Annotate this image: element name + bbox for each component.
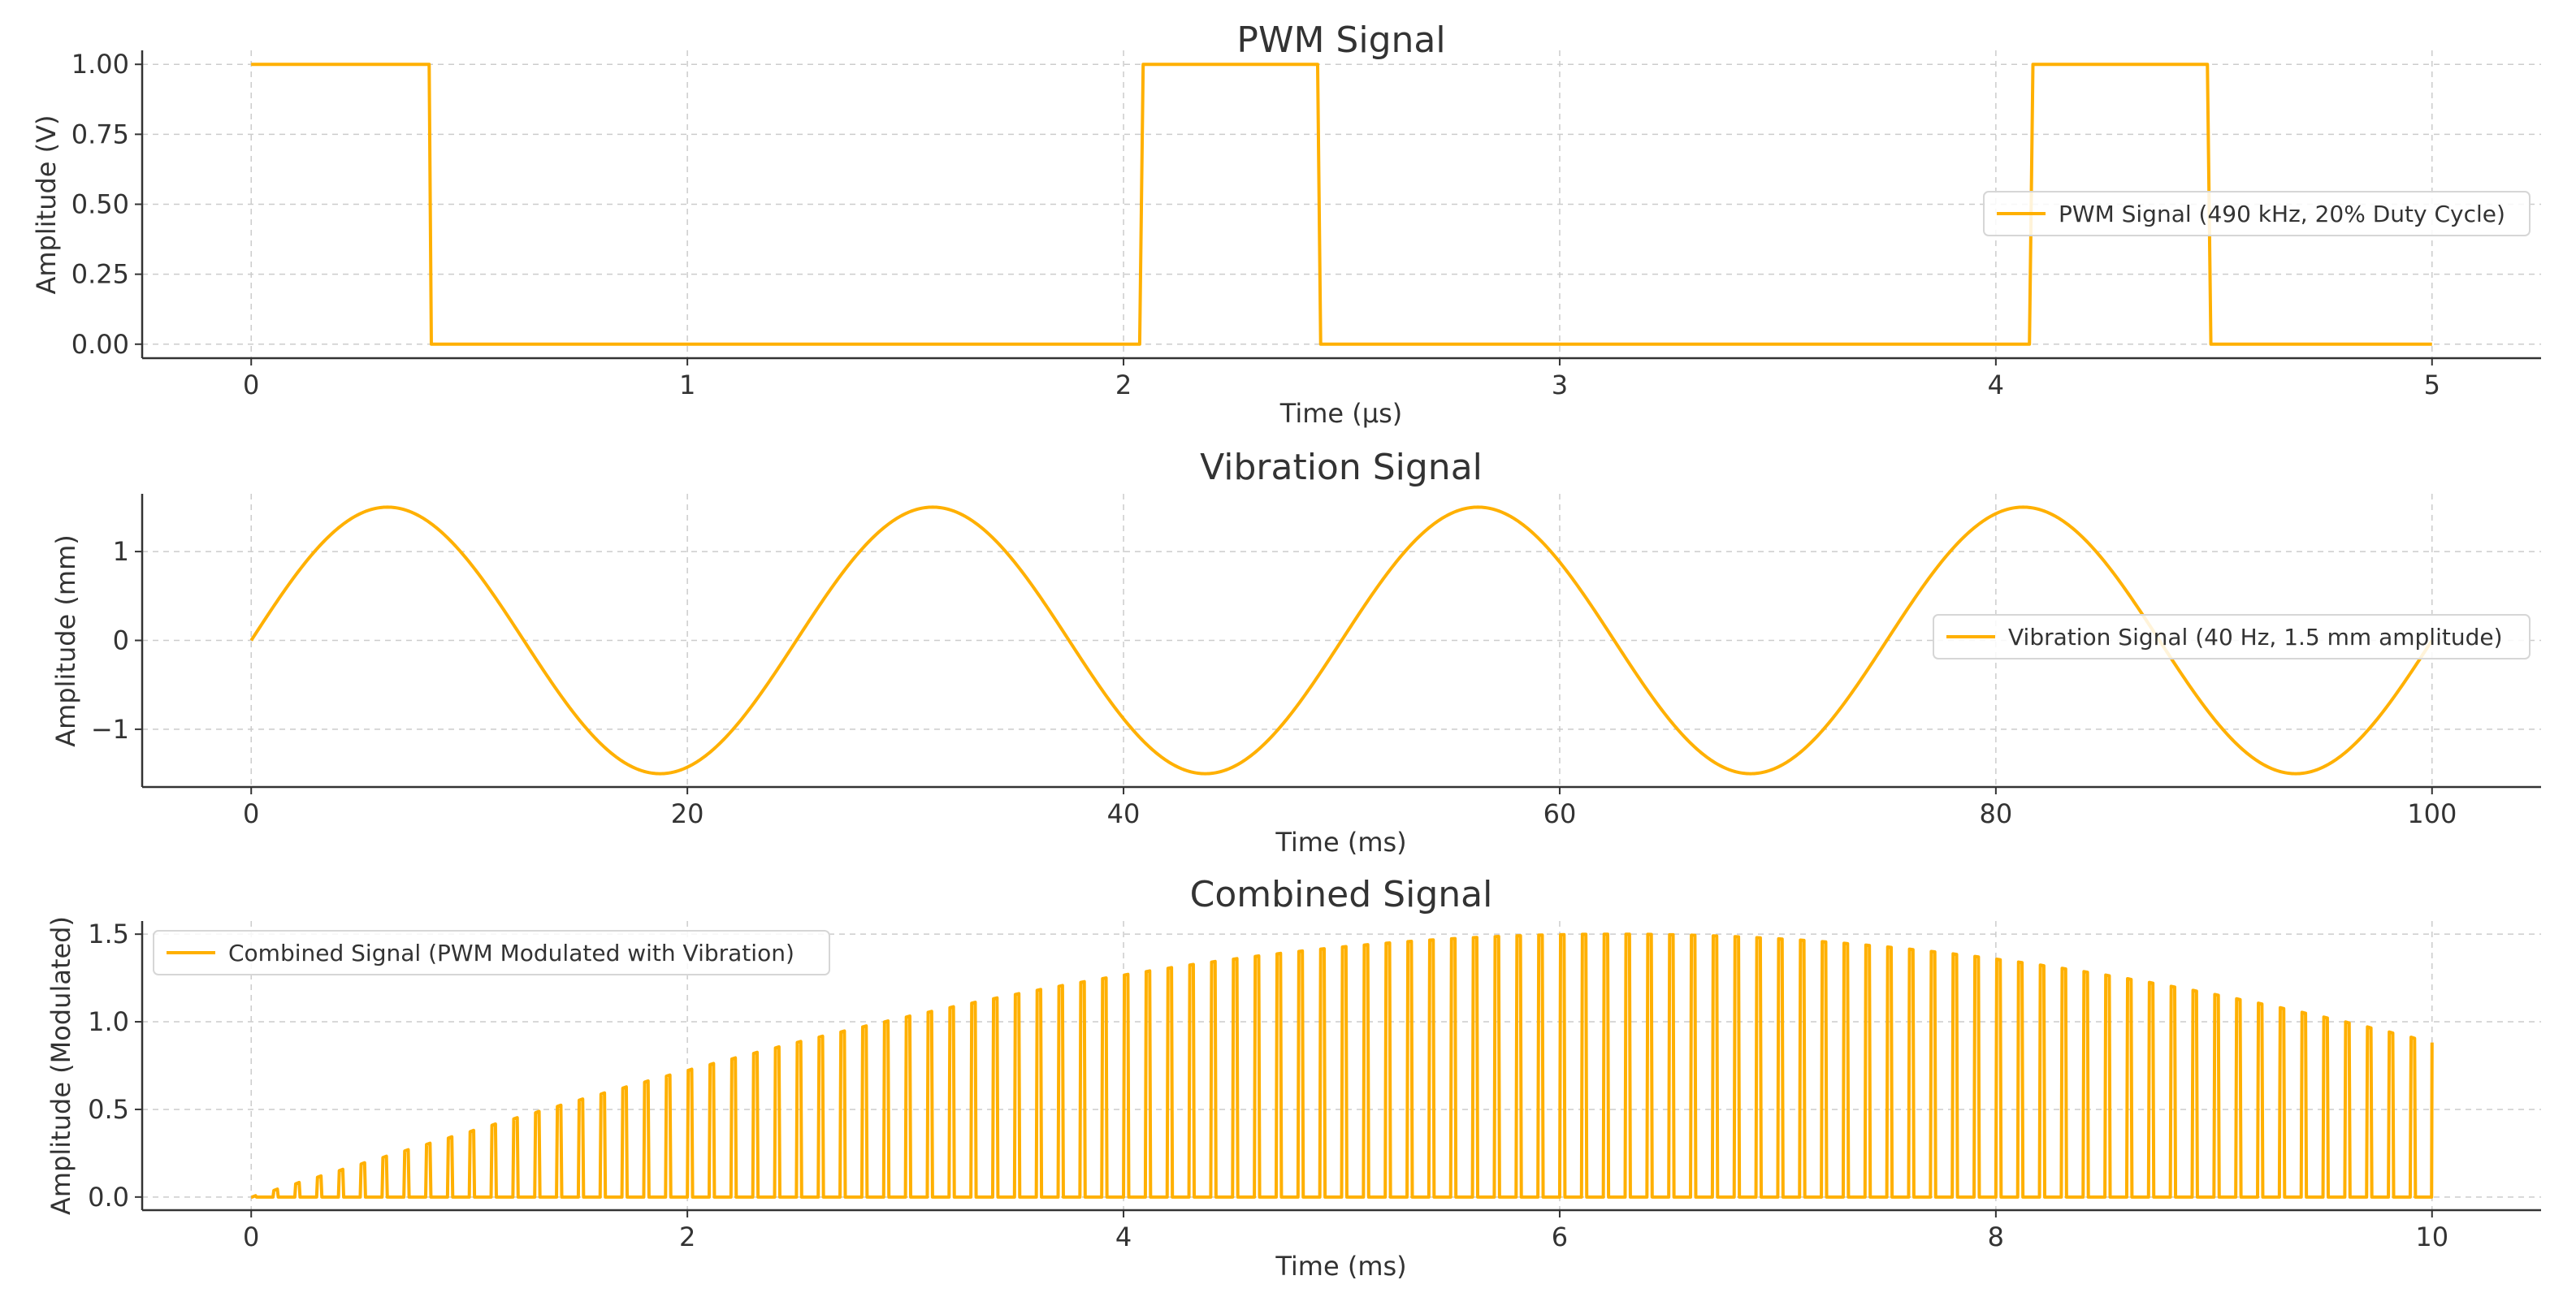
series-line-pwm xyxy=(251,63,2432,346)
y-tick-label: −1 xyxy=(91,714,129,745)
y-tick-label: 0.50 xyxy=(71,189,129,220)
x-tick-label: 5 xyxy=(2424,370,2440,400)
legend-frame xyxy=(1933,614,2531,659)
legend-frame xyxy=(1983,191,2531,236)
y-axis-label: Amplitude (mm) xyxy=(50,534,81,746)
legend: Combined Signal (PWM Modulated with Vibr… xyxy=(153,930,830,975)
subplot-vibration: 0 20 40 60 80 100 −1 0 1 Vibration Signal Time (ms… xyxy=(50,447,2541,858)
y-tick-label: 0.75 xyxy=(71,119,129,149)
legend-label: PWM Signal (490 kHz, 20% Duty Cycle) xyxy=(2059,201,2505,227)
y-tick-label: 1 xyxy=(113,536,129,567)
chart-title: PWM Signal xyxy=(1236,19,1445,61)
x-tick-label: 0 xyxy=(243,798,259,829)
x-tick-label: 8 xyxy=(1988,1222,2004,1252)
x-tick-label: 4 xyxy=(1988,370,2004,400)
x-axis-label: Time (µs) xyxy=(1279,398,1402,429)
y-tick-label: 0.25 xyxy=(71,259,129,290)
chart-title: Combined Signal xyxy=(1190,874,1493,915)
x-tick-label: 2 xyxy=(679,1222,695,1252)
x-tick-label: 1 xyxy=(679,370,695,400)
x-tick-label: 10 xyxy=(2415,1222,2448,1252)
y-tick-label: 1.00 xyxy=(71,49,129,80)
y-tick-label: 1.5 xyxy=(88,919,129,949)
y-tick-label: 0.00 xyxy=(71,329,129,360)
series-line-combined xyxy=(250,932,2434,1199)
x-axis-label: Time (ms) xyxy=(1275,1251,1406,1282)
x-tick-label: 2 xyxy=(1115,370,1132,400)
x-tick-label: 4 xyxy=(1115,1222,1132,1252)
x-tick-label: 6 xyxy=(1552,1222,1568,1252)
chart-title: Vibration Signal xyxy=(1200,447,1483,488)
subplot-pwm: 0 1 2 3 4 5 0.00 0.25 0.50 0.75 1.00 PWM Signal Time… xyxy=(31,19,2541,429)
x-tick-label: 80 xyxy=(1980,798,2013,829)
legend-frame xyxy=(153,930,830,975)
x-tick-label: 60 xyxy=(1543,798,1577,829)
x-tick-label: 100 xyxy=(2407,798,2457,829)
y-tick-label: 0 xyxy=(113,625,129,656)
x-tick-label: 40 xyxy=(1107,798,1141,829)
x-tick-label: 0 xyxy=(243,1222,259,1252)
x-axis-label: Time (ms) xyxy=(1275,827,1406,858)
y-tick-label: 0.0 xyxy=(88,1182,129,1213)
y-axis-label: Amplitude (V) xyxy=(31,115,62,294)
x-tick-label: 0 xyxy=(243,370,259,400)
series-line-vibration xyxy=(249,505,2434,776)
x-tick-label: 3 xyxy=(1552,370,1568,400)
legend-label: Vibration Signal (40 Hz, 1.5 mm amplitud… xyxy=(2008,624,2503,651)
x-tick-label: 20 xyxy=(671,798,704,829)
y-tick-label: 0.5 xyxy=(88,1094,129,1125)
subplot-combined: 0 2 4 6 8 10 0.0 0.5 1.0 1.5 Combined Signal Time (… xyxy=(45,874,2541,1282)
legend: Vibration Signal (40 Hz, 1.5 mm amplitud… xyxy=(1933,614,2531,659)
y-tick-label: 1.0 xyxy=(88,1006,129,1037)
legend-label: Combined Signal (PWM Modulated with Vibr… xyxy=(228,940,794,967)
legend: PWM Signal (490 kHz, 20% Duty Cycle) xyxy=(1983,191,2531,236)
y-axis-label: Amplitude (Modulated) xyxy=(45,916,76,1215)
